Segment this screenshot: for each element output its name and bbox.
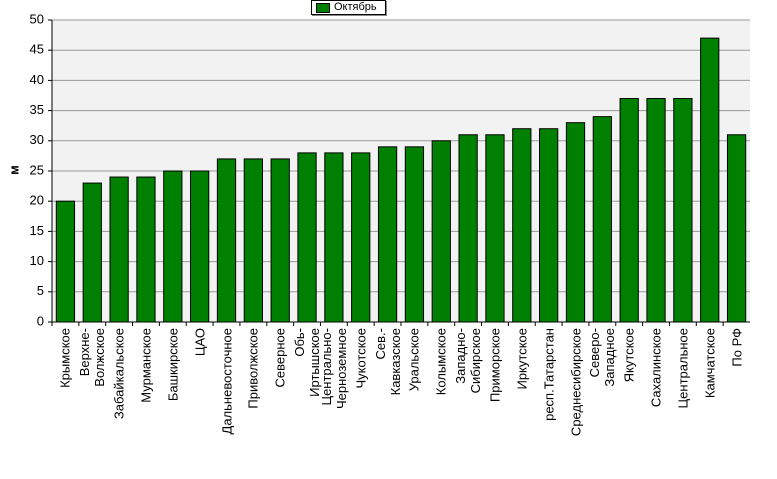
x-tick-label: Чукотское [353,328,369,389]
bar [297,152,317,323]
bar [377,146,398,323]
bar [270,158,290,323]
y-tick-label: 10 [30,253,44,268]
bar [324,152,344,323]
x-tick-label: Крымское [57,328,73,388]
x-tick-label: Верхне- Волжское [77,328,108,387]
bar [646,98,666,323]
bar [109,176,129,323]
y-axis-label: м [6,165,21,175]
x-tick-label: Обь- Иртышское [292,328,323,397]
x-tick-label: Иркутское [514,328,530,390]
bar [55,200,76,323]
bar [485,134,505,323]
bar [512,128,532,323]
bar [243,158,263,323]
bar [136,176,156,323]
y-tick-label: 20 [30,193,44,208]
x-tick-label: Якутское [621,328,637,383]
x-tick-label: ЦАО [192,328,208,357]
bar [565,122,586,323]
legend-swatch [316,2,330,13]
bar [431,140,451,323]
legend: Октябрь [311,0,386,15]
bar [190,170,210,323]
x-tick-label: Башкирское [165,328,181,402]
bar [458,134,478,323]
y-tick-label: 5 [37,283,44,298]
bar [539,128,559,323]
x-tick-label: Уральское [406,328,422,392]
x-tick-label: Западно- Сибирское [453,328,484,394]
x-tick-label: По РФ [729,328,745,367]
x-tick-label: Среднесибирское [568,328,583,437]
y-tick-label: 35 [30,102,44,117]
x-tick-label: Сахалинское [648,328,664,408]
bar [351,152,371,323]
y-tick-label: 30 [30,132,44,147]
y-tick-label: 0 [37,313,44,328]
x-tick-label: респ.Татарстан [541,328,557,421]
bar [726,134,747,323]
x-tick-label: Центрально- Черноземное [318,328,349,410]
bar [700,37,720,323]
x-tick-label: Центральное [675,328,691,409]
x-tick-label: Колымское [433,328,449,396]
legend-label: Октябрь [334,1,377,13]
x-tick-label: Сев.- Кавказское [372,328,403,396]
y-tick-label: 25 [30,162,44,177]
bar [673,98,693,323]
x-tick-label: Приволжское [245,328,261,409]
bar [619,98,639,323]
bar [592,116,612,323]
y-tick-label: 45 [30,42,44,57]
x-tick-label: Дальневосточное [219,328,234,435]
x-tick-label: Камчатское [702,328,718,399]
x-tick-label: Северное [272,328,288,388]
y-tick-label: 15 [30,223,44,238]
bar [216,158,237,323]
y-tick-label: 40 [30,72,44,87]
y-tick-label: 50 [30,11,44,26]
x-tick-label: Приморское [487,328,503,403]
x-tick-label: Забайкальское [111,328,127,420]
x-tick-label: Мурманское [138,328,154,403]
bar [163,170,183,323]
bar [404,146,425,323]
bar [82,182,102,323]
x-tick-label: Северо- Западное [587,328,618,387]
